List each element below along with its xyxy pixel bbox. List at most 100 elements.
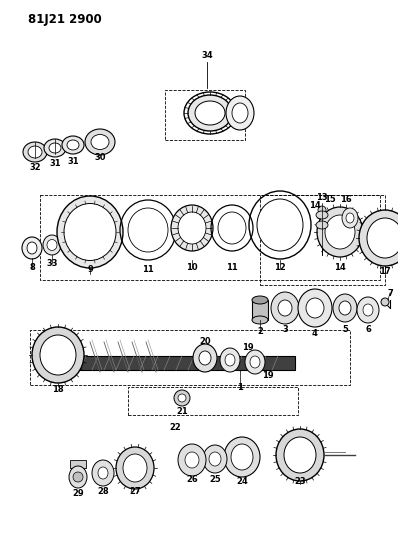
Ellipse shape <box>367 218 398 258</box>
Ellipse shape <box>49 143 61 153</box>
Ellipse shape <box>188 95 232 131</box>
Ellipse shape <box>57 196 123 268</box>
Text: 81J21 2900: 81J21 2900 <box>28 13 102 27</box>
Ellipse shape <box>284 437 316 473</box>
Ellipse shape <box>333 294 357 322</box>
Text: 11: 11 <box>142 265 154 274</box>
Ellipse shape <box>359 210 398 266</box>
Text: 19: 19 <box>262 370 274 379</box>
Ellipse shape <box>195 101 225 125</box>
Ellipse shape <box>231 444 253 470</box>
Ellipse shape <box>278 300 292 316</box>
Ellipse shape <box>64 204 116 261</box>
Text: 30: 30 <box>94 154 106 163</box>
Ellipse shape <box>218 212 246 244</box>
Ellipse shape <box>92 460 114 486</box>
Ellipse shape <box>116 447 154 489</box>
Ellipse shape <box>28 146 42 158</box>
Ellipse shape <box>252 316 268 324</box>
Ellipse shape <box>257 199 303 251</box>
Text: 10: 10 <box>186 263 198 272</box>
Ellipse shape <box>342 208 358 228</box>
Text: 15: 15 <box>324 196 336 205</box>
Text: 11: 11 <box>226 263 238 272</box>
Ellipse shape <box>276 429 324 481</box>
Text: 12: 12 <box>274 263 286 272</box>
Ellipse shape <box>252 296 268 304</box>
Bar <box>128 387 298 415</box>
Text: 16: 16 <box>340 196 352 205</box>
Ellipse shape <box>178 444 206 476</box>
Text: 19: 19 <box>242 343 254 352</box>
Text: 6: 6 <box>365 326 371 335</box>
Ellipse shape <box>40 335 76 375</box>
Bar <box>165 90 245 140</box>
Text: 26: 26 <box>186 475 198 484</box>
Ellipse shape <box>203 445 227 473</box>
Circle shape <box>381 298 389 306</box>
Ellipse shape <box>27 242 37 254</box>
Text: 4: 4 <box>312 328 318 337</box>
Ellipse shape <box>357 297 379 323</box>
Text: 23: 23 <box>294 478 306 487</box>
Text: 13: 13 <box>316 193 328 203</box>
Ellipse shape <box>298 289 332 327</box>
Text: 25: 25 <box>209 475 221 484</box>
Ellipse shape <box>85 129 115 155</box>
Circle shape <box>178 394 186 402</box>
Bar <box>252 300 268 320</box>
Ellipse shape <box>199 351 211 365</box>
Ellipse shape <box>306 298 324 318</box>
Text: 27: 27 <box>129 488 141 497</box>
Ellipse shape <box>123 454 147 482</box>
Text: 14: 14 <box>334 263 346 272</box>
Text: 3: 3 <box>282 326 288 335</box>
Bar <box>260 195 385 285</box>
Text: 2: 2 <box>257 327 263 336</box>
Text: 24: 24 <box>236 478 248 487</box>
Ellipse shape <box>23 142 47 162</box>
Ellipse shape <box>185 452 199 468</box>
Ellipse shape <box>316 221 328 229</box>
Text: 14: 14 <box>309 200 321 209</box>
Ellipse shape <box>250 356 260 368</box>
Text: 31: 31 <box>49 159 61 168</box>
Ellipse shape <box>220 348 240 372</box>
Ellipse shape <box>226 96 254 130</box>
Text: 17: 17 <box>379 268 391 277</box>
Text: 28: 28 <box>97 488 109 497</box>
Ellipse shape <box>271 292 299 324</box>
Ellipse shape <box>225 354 235 366</box>
Text: 1: 1 <box>237 384 243 392</box>
Text: 7: 7 <box>387 288 393 297</box>
Ellipse shape <box>98 467 108 479</box>
Text: 29: 29 <box>72 489 84 498</box>
Text: 5: 5 <box>342 326 348 335</box>
Text: 21: 21 <box>176 408 188 416</box>
Ellipse shape <box>43 235 61 255</box>
Ellipse shape <box>44 139 66 157</box>
Ellipse shape <box>32 327 84 383</box>
Ellipse shape <box>224 437 260 477</box>
Circle shape <box>174 390 190 406</box>
Ellipse shape <box>346 213 354 223</box>
Ellipse shape <box>316 211 328 219</box>
Ellipse shape <box>69 466 87 488</box>
Ellipse shape <box>178 212 206 244</box>
Text: 32: 32 <box>29 164 41 173</box>
Ellipse shape <box>317 207 363 257</box>
Ellipse shape <box>232 103 248 123</box>
Text: 22: 22 <box>169 424 181 432</box>
Ellipse shape <box>245 350 265 374</box>
Bar <box>65 356 295 370</box>
Ellipse shape <box>128 208 168 252</box>
Ellipse shape <box>91 134 109 149</box>
Text: 33: 33 <box>46 259 58 268</box>
Ellipse shape <box>171 205 213 251</box>
Ellipse shape <box>363 304 373 316</box>
Ellipse shape <box>193 344 217 372</box>
Ellipse shape <box>67 140 79 150</box>
Text: 18: 18 <box>52 385 64 394</box>
Circle shape <box>73 472 83 482</box>
Ellipse shape <box>62 136 84 154</box>
